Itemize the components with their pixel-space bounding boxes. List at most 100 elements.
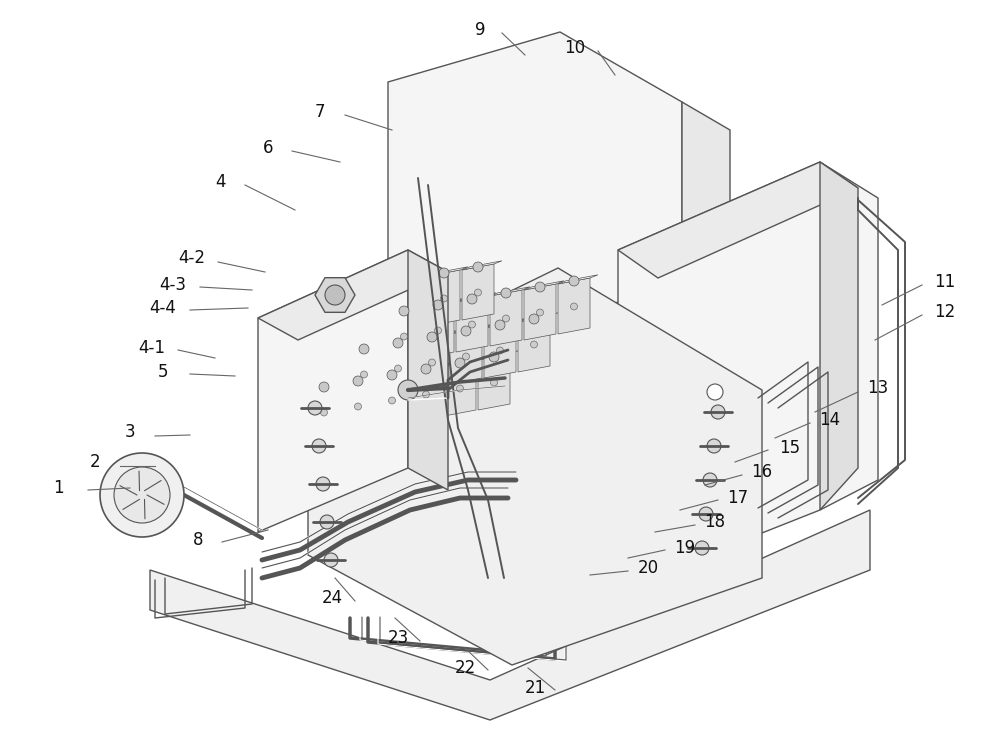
Text: 11: 11 xyxy=(934,273,956,291)
Text: 18: 18 xyxy=(704,513,726,531)
Polygon shape xyxy=(408,250,448,490)
Text: 12: 12 xyxy=(934,303,956,321)
Polygon shape xyxy=(478,354,510,410)
Circle shape xyxy=(316,477,330,491)
Circle shape xyxy=(475,289,482,296)
Circle shape xyxy=(433,300,443,310)
Text: 17: 17 xyxy=(727,489,749,507)
Circle shape xyxy=(114,467,170,523)
Circle shape xyxy=(536,309,544,316)
Text: 20: 20 xyxy=(637,559,659,577)
Polygon shape xyxy=(524,284,556,340)
Circle shape xyxy=(388,397,396,404)
Circle shape xyxy=(703,473,717,487)
Polygon shape xyxy=(478,351,518,360)
Circle shape xyxy=(421,364,431,374)
Polygon shape xyxy=(308,268,762,665)
Text: 7: 7 xyxy=(315,103,325,121)
Circle shape xyxy=(308,401,322,415)
Circle shape xyxy=(707,439,721,453)
Circle shape xyxy=(312,439,326,453)
Polygon shape xyxy=(342,375,382,384)
Circle shape xyxy=(501,288,511,298)
Polygon shape xyxy=(416,331,456,340)
Polygon shape xyxy=(462,264,494,320)
Circle shape xyxy=(489,352,499,362)
Text: 5: 5 xyxy=(158,363,168,381)
Circle shape xyxy=(422,391,430,398)
Polygon shape xyxy=(490,290,522,346)
Polygon shape xyxy=(342,378,374,434)
Circle shape xyxy=(434,327,442,334)
Polygon shape xyxy=(150,510,870,720)
Text: 19: 19 xyxy=(674,539,696,557)
Polygon shape xyxy=(348,343,388,352)
Circle shape xyxy=(319,382,329,392)
Polygon shape xyxy=(428,270,460,326)
Text: 4-4: 4-4 xyxy=(150,299,176,317)
Circle shape xyxy=(439,268,449,278)
Circle shape xyxy=(570,303,578,310)
Polygon shape xyxy=(484,322,516,378)
Text: 4-2: 4-2 xyxy=(178,249,206,267)
Circle shape xyxy=(394,365,402,372)
Polygon shape xyxy=(348,346,380,402)
Text: 16: 16 xyxy=(751,463,773,481)
Circle shape xyxy=(320,515,334,529)
Polygon shape xyxy=(388,305,428,314)
Polygon shape xyxy=(490,287,530,296)
Polygon shape xyxy=(484,319,524,328)
Polygon shape xyxy=(558,278,590,334)
Circle shape xyxy=(495,320,505,330)
Text: 6: 6 xyxy=(263,139,273,157)
Circle shape xyxy=(354,403,362,410)
Text: 21: 21 xyxy=(524,679,546,697)
Polygon shape xyxy=(518,316,550,372)
Circle shape xyxy=(467,294,477,304)
Text: 9: 9 xyxy=(475,21,485,39)
Polygon shape xyxy=(258,250,408,532)
Polygon shape xyxy=(416,334,448,390)
Text: 4-1: 4-1 xyxy=(138,339,166,357)
Text: 23: 23 xyxy=(387,629,409,647)
Polygon shape xyxy=(422,299,462,308)
Text: 4-3: 4-3 xyxy=(160,276,186,294)
Text: 10: 10 xyxy=(564,39,586,57)
Circle shape xyxy=(440,295,448,302)
Circle shape xyxy=(711,405,725,419)
Polygon shape xyxy=(410,363,450,372)
Polygon shape xyxy=(444,360,476,416)
Circle shape xyxy=(324,553,338,567)
Circle shape xyxy=(400,333,408,340)
Polygon shape xyxy=(376,369,416,378)
Circle shape xyxy=(490,379,498,386)
Polygon shape xyxy=(258,250,448,340)
Polygon shape xyxy=(444,357,484,366)
Circle shape xyxy=(503,315,510,322)
Circle shape xyxy=(353,376,363,386)
Polygon shape xyxy=(618,162,858,278)
Circle shape xyxy=(468,321,476,328)
Polygon shape xyxy=(308,384,340,440)
Polygon shape xyxy=(376,372,408,428)
Text: 24: 24 xyxy=(321,589,343,607)
Polygon shape xyxy=(308,381,348,390)
Polygon shape xyxy=(388,308,420,364)
Polygon shape xyxy=(462,261,502,270)
Polygon shape xyxy=(618,162,878,590)
Polygon shape xyxy=(820,162,858,510)
Polygon shape xyxy=(450,328,482,384)
Circle shape xyxy=(325,285,345,305)
Circle shape xyxy=(359,344,369,354)
Polygon shape xyxy=(315,278,355,312)
Circle shape xyxy=(529,314,539,324)
Circle shape xyxy=(320,409,328,416)
Circle shape xyxy=(530,341,538,348)
Polygon shape xyxy=(456,293,496,302)
Polygon shape xyxy=(428,267,468,276)
Polygon shape xyxy=(450,325,490,334)
Polygon shape xyxy=(558,275,598,284)
Circle shape xyxy=(398,380,418,400)
Circle shape xyxy=(399,306,409,316)
Polygon shape xyxy=(382,337,422,346)
